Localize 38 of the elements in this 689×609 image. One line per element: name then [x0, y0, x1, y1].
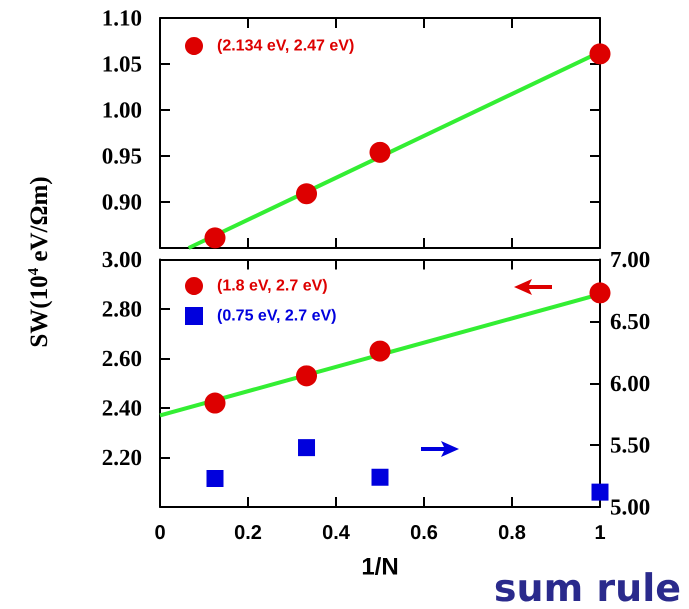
y-tick-label: 1.10: [102, 6, 142, 30]
legend-label: (0.75 eV, 2.7 eV): [217, 308, 336, 324]
point: [372, 468, 388, 486]
point: [296, 183, 318, 204]
point: [298, 439, 316, 456]
x-tick-label: 0: [154, 522, 166, 544]
point: [206, 470, 224, 488]
y-tick-label: 0.90: [102, 190, 142, 214]
y-tick-label: 2.20: [102, 445, 142, 470]
y2-tick-label: 6.00: [610, 370, 650, 396]
y2-tick-label: 6.50: [610, 308, 650, 334]
y-tick-label: 2.60: [102, 346, 142, 371]
y-tick-label: 1.05: [102, 52, 142, 76]
x-tick-label: 1: [594, 522, 606, 544]
x-axis-title: 1/N: [361, 554, 399, 580]
y-tick-label: 0.95: [102, 144, 142, 168]
point: [204, 227, 226, 248]
point: [592, 484, 608, 501]
point: [590, 43, 610, 64]
point: [590, 282, 610, 304]
y-tick-label: 1.00: [102, 98, 142, 122]
y2-tick-label: 5.00: [610, 494, 650, 520]
y-tick-label: 3.00: [102, 247, 142, 272]
y-tick-label: 2.40: [102, 396, 142, 420]
x-tick-label: 0.6: [410, 522, 438, 544]
legend-label: (2.134 eV, 2.47 eV): [217, 38, 354, 54]
y2-tick-label: 7.00: [610, 247, 650, 272]
text: sum rule: [494, 566, 682, 609]
x-tick-label: 0.4: [322, 522, 351, 544]
point: [370, 340, 390, 362]
point: [370, 142, 390, 163]
x-tick-label: 0.8: [498, 522, 526, 544]
y-tick-label: 2.80: [102, 296, 142, 322]
y2-tick-label: 5.50: [610, 432, 650, 458]
legend-label: (1.8 eV, 2.7 eV): [217, 278, 328, 294]
point: [296, 365, 318, 386]
point: [204, 392, 226, 414]
x-tick-label: 0.2: [234, 522, 262, 544]
